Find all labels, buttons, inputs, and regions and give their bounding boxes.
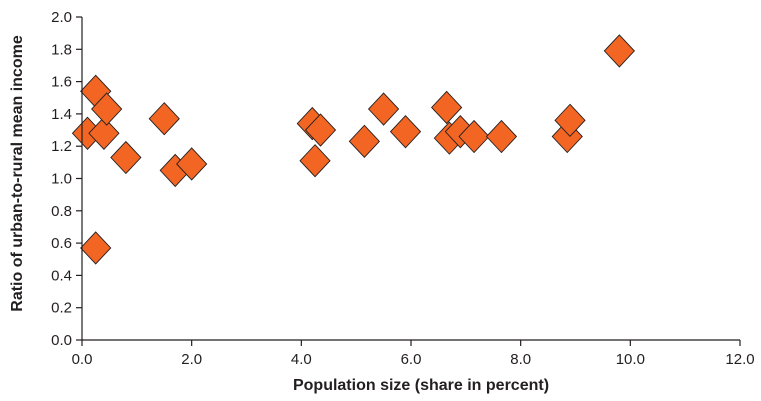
y-tick-label: 2.0	[51, 9, 72, 26]
y-axis-ticks: 0.0 0.2 0.4 0.6 0.8 1.0 1.2 1.4 1.6 1.8 2.0	[51, 9, 82, 349]
data-point	[603, 34, 635, 68]
y-tick-label: 0.0	[51, 332, 72, 349]
x-tick-label: 8.0	[510, 351, 531, 368]
data-point	[367, 92, 400, 126]
data-point	[148, 102, 180, 136]
data-point	[176, 147, 208, 181]
x-tick-label: 10.0	[616, 351, 645, 368]
y-tick-label: 0.2	[51, 300, 72, 317]
x-tick-label: 12.0	[725, 351, 754, 368]
data-point	[554, 103, 586, 138]
y-tick-label: 0.8	[51, 203, 72, 220]
y-tick-label: 1.6	[51, 74, 72, 91]
data-point	[389, 115, 422, 149]
y-tick-label: 0.4	[51, 267, 72, 284]
y-tick-label: 1.2	[51, 138, 72, 155]
y-axis-title: Ratio of urban-to-rural mean income	[9, 35, 26, 312]
data-point	[88, 116, 120, 150]
y-tick-label: 0.6	[51, 235, 72, 252]
data-point	[348, 124, 381, 159]
data-point	[80, 231, 112, 265]
data-point	[91, 92, 123, 126]
y-tick-label: 1.8	[51, 41, 72, 58]
x-tick-label: 0.0	[72, 351, 93, 368]
x-tick-label: 6.0	[401, 351, 422, 368]
data-point	[304, 113, 337, 147]
x-axis-title: Population size (share in percent)	[293, 377, 549, 394]
data-point	[458, 119, 490, 154]
x-axis-ticks: 0.0 2.0 4.0 6.0 8.0 10.0 12.0	[72, 340, 755, 368]
x-tick-label: 4.0	[291, 351, 312, 368]
data-point	[110, 140, 142, 175]
x-tick-label: 2.0	[181, 351, 202, 368]
data-point	[551, 119, 583, 154]
y-tick-label: 1.4	[51, 106, 72, 123]
data-point	[431, 90, 463, 125]
data-points	[71, 34, 635, 265]
data-point	[299, 144, 331, 178]
data-point	[485, 119, 518, 154]
y-tick-label: 1.0	[51, 171, 72, 188]
